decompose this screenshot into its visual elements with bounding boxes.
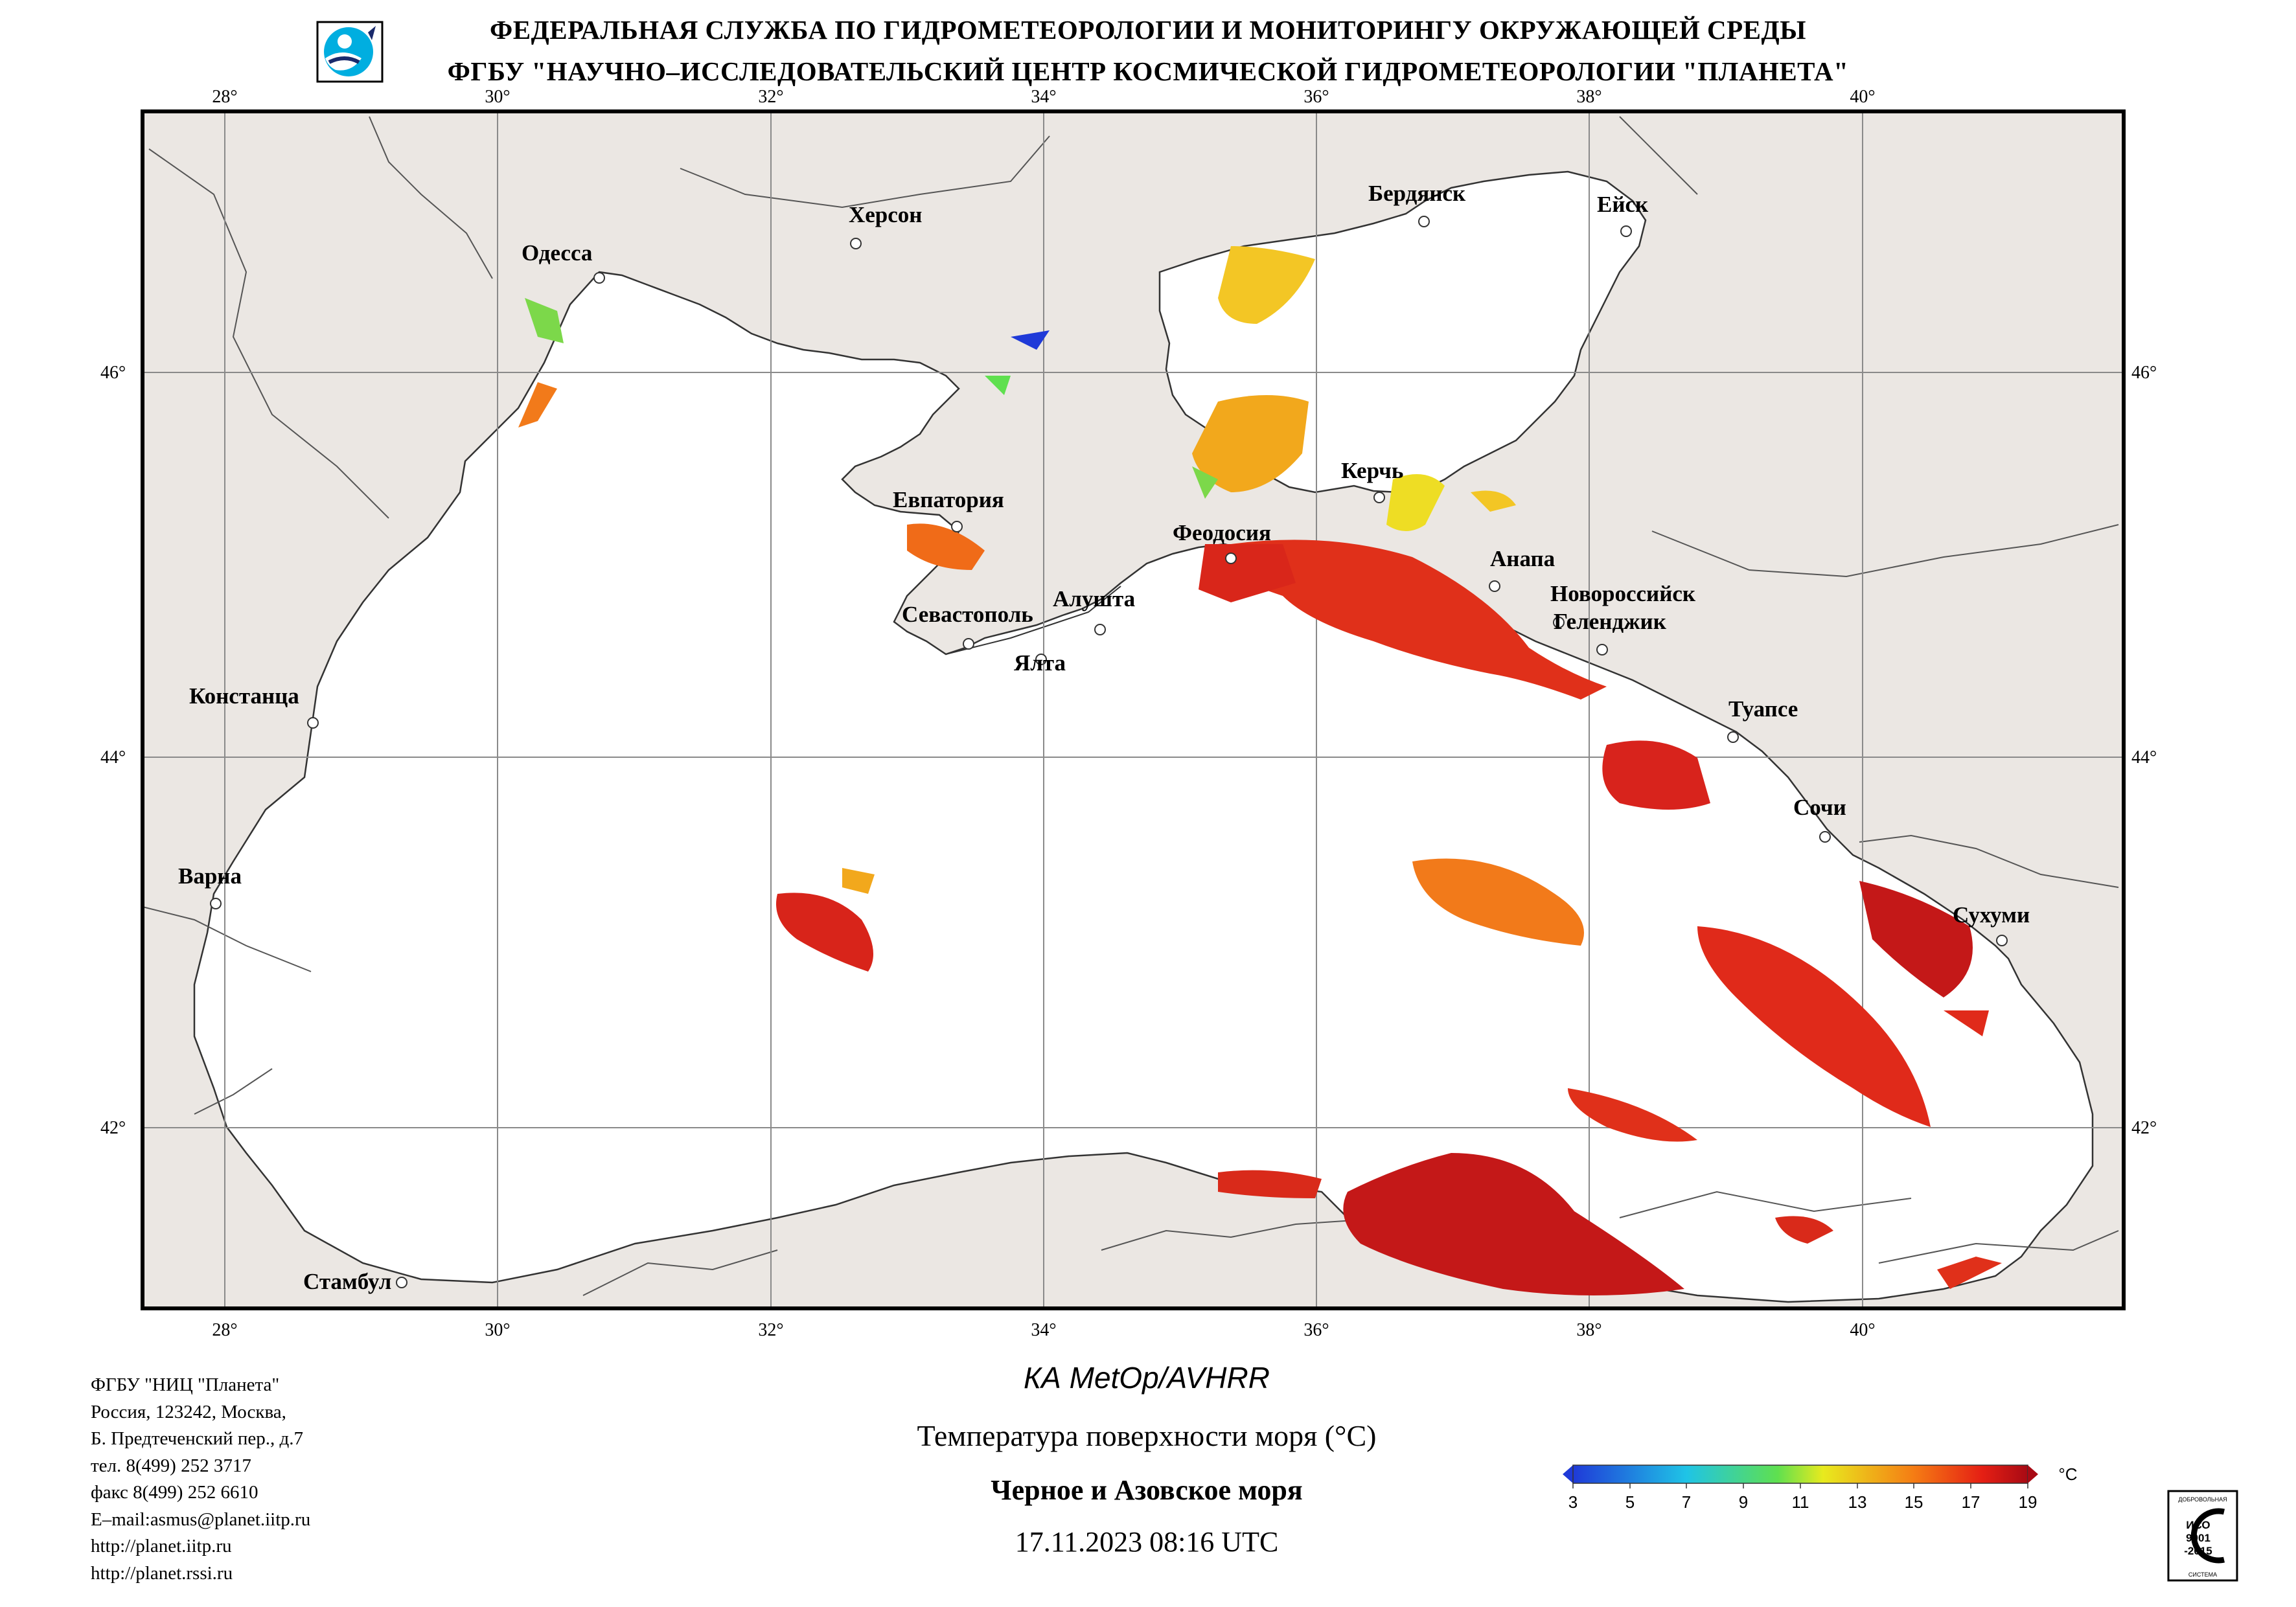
lat-label-left: 44° xyxy=(100,747,126,768)
city-novorossiysk: Новороссийск xyxy=(1550,581,1696,606)
black-sea xyxy=(193,271,2094,1303)
graticule xyxy=(143,111,2124,1308)
lon-label-bottom: 34° xyxy=(1031,1320,1056,1340)
lat-label-right: 46° xyxy=(2131,363,2157,383)
colorbar-min-arrow xyxy=(1563,1465,1573,1483)
lon-label-bottom: 32° xyxy=(758,1320,783,1340)
lon-label-bottom: 40° xyxy=(1850,1320,1875,1340)
city-yalta: Ялта xyxy=(1014,650,1066,676)
colorbar-tick: 9 xyxy=(1739,1492,1748,1512)
city-kherson: Херсон xyxy=(849,202,922,227)
lon-label-bottom: 30° xyxy=(485,1320,510,1340)
city-evpatoria: Евпатория xyxy=(893,487,1004,512)
colorbar-tick: 15 xyxy=(1905,1492,1923,1512)
city-gelendzhik: Геленджик xyxy=(1554,609,1667,634)
city-tuapse: Туапсе xyxy=(1728,696,1798,722)
sst-patches xyxy=(518,246,2002,1295)
lon-label-top: 28° xyxy=(212,87,237,107)
colorbar: 3 5 7 9 11 13 15 17 19 °C xyxy=(1563,1465,2078,1512)
lon-label-bottom: 38° xyxy=(1576,1320,1601,1340)
city-berdyansk: Бердянск xyxy=(1368,181,1466,206)
header-line-1: ФЕДЕРАЛЬНАЯ СЛУЖБА ПО ГИДРОМЕТЕОРОЛОГИИ … xyxy=(490,15,1806,45)
svg-text:9001: 9001 xyxy=(2186,1532,2210,1544)
colorbar-tick: 11 xyxy=(1792,1492,1809,1512)
sea-caption: Черное и Азовское моря xyxy=(991,1474,1303,1506)
borders xyxy=(143,116,2119,1296)
colorbar-tick: 17 xyxy=(1962,1492,1980,1512)
city-anapa: Анапа xyxy=(1490,546,1555,571)
city-constanta: Констанца xyxy=(189,683,299,709)
colorbar-tick: 5 xyxy=(1625,1492,1635,1512)
lon-label-top: 32° xyxy=(758,87,783,107)
city-feodosia: Феодосия xyxy=(1173,520,1271,545)
lon-label-top: 34° xyxy=(1031,87,1056,107)
lon-labels: 28° 30° 32° 34° 36° 38° 40° 28° 30° 32° … xyxy=(212,87,1875,1340)
lat-label-right: 44° xyxy=(2131,747,2157,768)
colorbar-tick: 3 xyxy=(1568,1492,1578,1512)
lat-label-right: 42° xyxy=(2131,1118,2157,1138)
parameter-caption: Температура поверхности моря (°C) xyxy=(917,1419,1377,1452)
header-line-2: ФГБУ "НАУЧНО–ИССЛЕДОВАТЕЛЬСКИЙ ЦЕНТР КОС… xyxy=(447,56,1849,86)
contact-line: http://planet.iitp.ru xyxy=(91,1536,232,1556)
colorbar-tick: 19 xyxy=(2019,1492,2038,1512)
colorbar-max-arrow xyxy=(2028,1465,2038,1483)
svg-text:СИСТЕМА: СИСТЕМА xyxy=(2188,1571,2217,1578)
city-sochi: Сочи xyxy=(1793,795,1846,820)
header: ФЕДЕРАЛЬНАЯ СЛУЖБА ПО ГИДРОМЕТЕОРОЛОГИИ … xyxy=(0,9,2296,92)
lon-label-top: 38° xyxy=(1576,87,1601,107)
contact-line: E–mail:asmus@planet.iitp.ru xyxy=(91,1509,311,1530)
datetime-caption: 17.11.2023 08:16 UTC xyxy=(1015,1526,1279,1558)
lon-label-bottom: 36° xyxy=(1303,1320,1329,1340)
colorbar-ramp xyxy=(1572,1465,2028,1484)
colorbar-tick: 7 xyxy=(1682,1492,1691,1512)
lat-label-left: 42° xyxy=(100,1118,126,1138)
svg-text:-2015: -2015 xyxy=(2184,1545,2212,1557)
contact-line: Россия, 123242, Москва, xyxy=(91,1401,286,1422)
contact-line: Б. Предтеченский пер., д.7 xyxy=(91,1428,304,1449)
city-odessa: Одесса xyxy=(522,240,592,266)
city-alushta: Алушта xyxy=(1053,586,1135,611)
lon-label-top: 40° xyxy=(1850,87,1875,107)
planeta-logo-icon xyxy=(316,21,384,83)
iso-certification-icon: ДОБРОВОЛЬНАЯ ИСО 9001 -2015 СИСТЕМА xyxy=(2167,1490,2238,1582)
lon-label-top: 30° xyxy=(485,87,510,107)
colorbar-unit: °C xyxy=(2058,1465,2077,1484)
city-varna: Варна xyxy=(178,863,242,889)
city-kerch: Керчь xyxy=(1341,458,1403,483)
colorbar-tick: 13 xyxy=(1848,1492,1867,1512)
city-sevastopol: Севастополь xyxy=(902,602,1033,627)
contact-line: http://planet.rssi.ru xyxy=(91,1562,233,1584)
contact-line: тел. 8(499) 252 3717 xyxy=(91,1455,251,1476)
contact-line: ФГБУ "НИЦ "Планета" xyxy=(91,1374,280,1395)
satellite-caption: КА MetOp/AVHRR xyxy=(1024,1361,1270,1395)
city-istanbul: Стамбул xyxy=(303,1269,391,1294)
svg-text:ДОБРОВОЛЬНАЯ: ДОБРОВОЛЬНАЯ xyxy=(2178,1496,2227,1503)
lat-label-left: 46° xyxy=(100,363,126,383)
city-yeysk: Ейск xyxy=(1597,192,1649,217)
city-labels: Одесса Херсон Бердянск Ейск Евпатория Ке… xyxy=(178,181,2030,1294)
svg-text:ИСО: ИСО xyxy=(2186,1519,2210,1531)
lon-label-top: 36° xyxy=(1303,87,1329,107)
contact-block: ФГБУ "НИЦ "Планета" Россия, 123242, Моск… xyxy=(91,1372,310,1587)
lat-labels: 46° 44° 42° 46° 44° 42° xyxy=(100,363,2157,1138)
city-sukhumi: Сухуми xyxy=(1953,902,2030,928)
contact-line: факс 8(499) 252 6610 xyxy=(91,1482,258,1503)
lon-label-bottom: 28° xyxy=(212,1320,237,1340)
